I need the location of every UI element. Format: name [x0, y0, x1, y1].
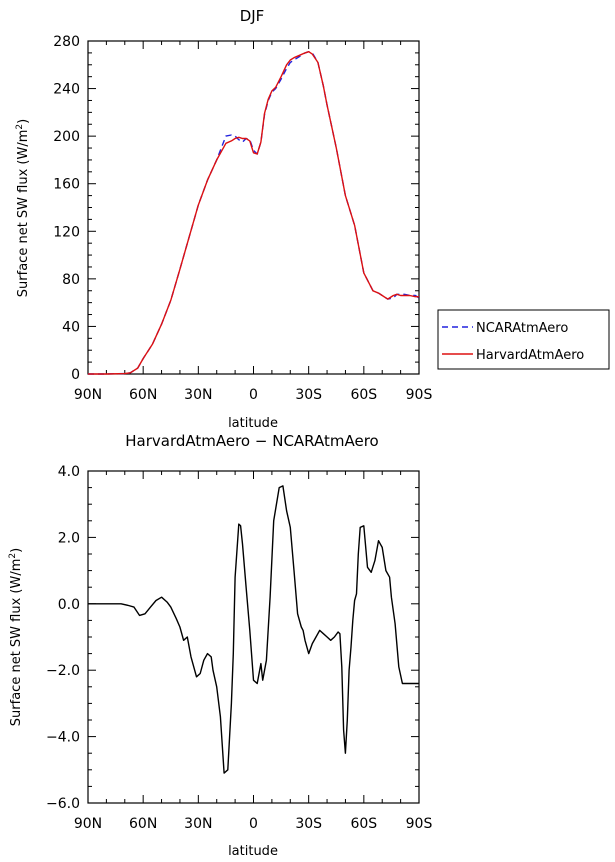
- bottom-y-tick-label: 0.0: [58, 597, 80, 613]
- harvardatmaero-series-line: [88, 51, 419, 375]
- top-x-tick-label: 60N: [129, 387, 157, 403]
- bottom-y-tick-label: −6.0: [46, 796, 80, 812]
- ncaratmaero-series-line: [88, 51, 420, 375]
- top-y-tick-label: 40: [62, 319, 80, 335]
- top-x-tick-label: 90S: [406, 387, 433, 403]
- bottom-x-tick-label: 60N: [129, 816, 157, 832]
- top-y-tick-label: 160: [53, 177, 80, 193]
- bottom-panel-difference: HarvardAtmAero − NCARAtmAero 90N 60N 30N 0 3…: [8, 432, 432, 859]
- bottom-y-tick-label: 4.0: [58, 464, 80, 480]
- bottom-x-tick-label: 0: [249, 816, 258, 832]
- legend-box: [437, 309, 610, 370]
- bottom-x-tick-label: 30N: [184, 816, 212, 832]
- top-x-tick-label: 90N: [74, 387, 102, 403]
- top-y-tick-label: 280: [53, 34, 80, 50]
- bottom-y-axis-label: Surface net SW flux (W/m2): [8, 548, 24, 726]
- top-x-axis-label: latitude: [228, 416, 278, 431]
- top-x-tick-label: 30S: [295, 387, 322, 403]
- bottom-x-axis-label: latitude: [228, 844, 278, 859]
- bottom-x-tick-label: 90N: [74, 816, 102, 832]
- bottom-plot-frame: [87, 470, 420, 804]
- legend-ncar-label: NCARAtmAero: [476, 321, 568, 336]
- top-x-tick-label: 30N: [184, 387, 212, 403]
- legend: NCARAtmAero HarvardAtmAero: [437, 309, 610, 370]
- top-x-tick-label: 0: [249, 387, 258, 403]
- bottom-y-tick-label: 2.0: [58, 530, 80, 546]
- top-y-tick-label: 0: [71, 367, 80, 383]
- top-chart-title: DJF: [240, 7, 265, 25]
- top-y-tick-label: 80: [62, 272, 80, 288]
- top-x-tick-label: 60S: [350, 387, 377, 403]
- bottom-x-tick-label: 90S: [406, 816, 433, 832]
- top-panel-djf: DJF 90N 60N 30N 0 30S 60S 90S 0 40 80 120 160 200 240…: [15, 7, 432, 431]
- bottom-x-tick-label: 60S: [350, 816, 377, 832]
- top-y-tick-label: 120: [53, 224, 80, 240]
- bottom-chart-title: HarvardAtmAero − NCARAtmAero: [125, 432, 378, 450]
- top-y-tick-label: 200: [53, 129, 80, 145]
- bottom-difference-series-line: [88, 485, 419, 774]
- legend-harvard-label: HarvardAtmAero: [476, 348, 584, 363]
- bottom-x-tick-label: 30S: [295, 816, 322, 832]
- top-plot-frame: [87, 40, 420, 375]
- bottom-y-tick-label: −2.0: [46, 663, 80, 679]
- bottom-y-tick-label: −4.0: [46, 730, 80, 746]
- top-y-tick-label: 240: [53, 82, 80, 98]
- top-y-axis-label: Surface net SW flux (W/m2): [15, 119, 31, 297]
